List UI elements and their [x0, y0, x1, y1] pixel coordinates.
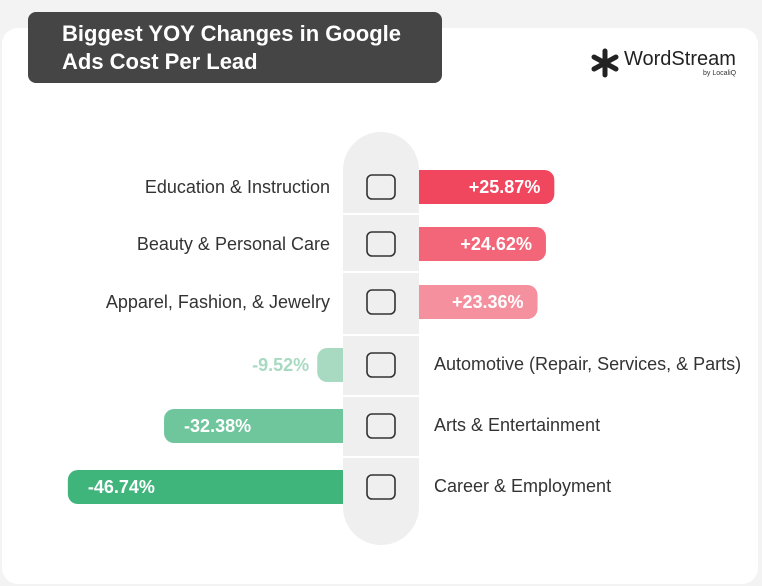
icon	[366, 289, 396, 315]
title-text: Biggest YOY Changes in Google Ads Cost P…	[62, 20, 402, 74]
bar	[164, 409, 381, 443]
value-label: -32.38%	[184, 416, 251, 436]
value-label: -9.52%	[252, 355, 309, 375]
bar	[381, 170, 555, 204]
bar	[381, 285, 538, 319]
logo-byline: by LocaliQ	[703, 70, 737, 77]
icon	[366, 174, 396, 200]
category-label: Education & Instruction	[145, 177, 330, 197]
category-label: Apparel, Fashion, & Jewelry	[106, 292, 330, 312]
icon	[366, 413, 396, 439]
icon	[366, 231, 396, 257]
category-label: Arts & Entertainment	[434, 415, 600, 435]
logo-mark	[591, 48, 619, 78]
value-label: -46.74%	[88, 477, 155, 497]
icon	[366, 474, 396, 500]
bar	[67, 470, 381, 504]
bars	[67, 170, 555, 504]
value-label: +24.62%	[460, 234, 532, 254]
logo-name: WordStream	[624, 48, 736, 70]
icon	[366, 352, 396, 378]
bar	[381, 227, 546, 261]
front: +25.87% Education & Instruction +24.62% Bea…	[88, 174, 741, 500]
category-label: Automotive (Repair, Services, & Parts)	[434, 354, 741, 374]
category-label: Beauty & Personal Care	[137, 234, 330, 254]
category-label: Career & Employment	[434, 476, 611, 496]
value-label: +25.87%	[469, 177, 541, 197]
icon-column	[343, 132, 419, 545]
logo: WordStream by LocaliQ	[590, 46, 750, 82]
value-label: +23.36%	[452, 292, 524, 312]
chart-title: Biggest YOY Changes in Google Ads Cost P…	[28, 12, 442, 83]
